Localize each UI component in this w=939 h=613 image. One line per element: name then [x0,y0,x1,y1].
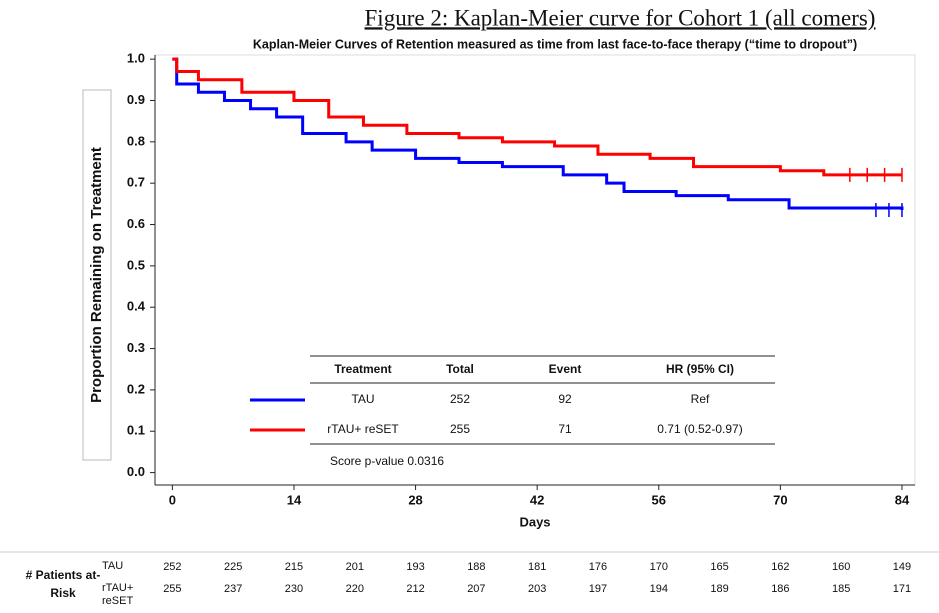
at-risk-count: 215 [285,561,303,573]
x-tick-label: 14 [287,492,302,507]
at-risk-count: 171 [893,583,911,595]
at-risk-count: 237 [224,583,242,595]
y-tick-label: 0.2 [127,381,145,396]
at-risk-count: 189 [710,583,728,595]
at-risk-label: # Patients at-Risk [25,568,101,600]
table-cell: 92 [558,392,572,406]
y-tick-label: 0.7 [127,175,145,190]
y-tick-label: 0.3 [127,340,145,355]
x-tick-label: 56 [652,492,666,507]
y-tick-label: 0.8 [127,133,145,148]
y-tick-label: 0.6 [127,216,145,231]
y-tick-label: 0.9 [127,92,145,107]
at-risk-count: 203 [528,583,546,595]
x-tick-label: 84 [895,492,910,507]
at-risk-count: 185 [832,583,850,595]
at-risk-row-label: rTAU+ reSET [102,582,134,607]
at-risk-count: 194 [650,583,668,595]
km-curve [172,57,902,177]
x-tick-label: 70 [773,492,787,507]
at-risk-count: 252 [163,561,181,573]
at-risk-count: 230 [285,583,303,595]
chart-title: Figure 2: Kaplan-Meier curve for Cohort … [365,5,876,30]
table-cell: 0.71 (0.52-0.97) [657,422,742,436]
x-tick-label: 28 [408,492,422,507]
at-risk-count: 255 [163,583,181,595]
table-cell: rTAU+ reSET [327,422,399,436]
table-cell: TAU [351,392,374,406]
at-risk-count: 170 [650,561,668,573]
y-tick-label: 0.0 [127,464,145,479]
at-risk-count: 225 [224,561,242,573]
y-tick-label: 1.0 [127,51,145,66]
at-risk-count: 181 [528,561,546,573]
at-risk-count: 197 [589,583,607,595]
x-tick-label: 42 [530,492,544,507]
x-tick-label: 0 [169,492,176,507]
at-risk-count: 212 [406,583,424,595]
at-risk-count: 201 [346,561,364,573]
table-cell: Ref [691,392,710,406]
y-tick-label: 0.5 [127,257,145,272]
table-header: Event [549,362,582,376]
at-risk-count: 149 [893,561,911,573]
table-header: HR (95% CI) [666,362,734,376]
table-cell: 71 [558,422,572,436]
plot-frame [154,54,916,486]
at-risk-count: 220 [346,583,364,595]
at-risk-count: 193 [406,561,424,573]
at-risk-count: 160 [832,561,850,573]
table-header: Total [446,362,474,376]
y-axis-label: Proportion Remaining on Treatment [88,147,105,403]
at-risk-count: 188 [467,561,485,573]
km-curve [172,57,904,211]
table-cell: 252 [450,392,470,406]
chart-subtitle: Kaplan-Meier Curves of Retention measure… [253,37,857,51]
at-risk-count: 165 [710,561,728,573]
p-value-note: Score p-value 0.0316 [330,454,444,468]
y-label-box [82,89,112,461]
at-risk-count: 186 [771,583,789,595]
y-tick-label: 0.4 [127,299,146,314]
table-cell: 255 [450,422,470,436]
at-risk-count: 162 [771,561,789,573]
table-header: Treatment [334,362,391,376]
at-risk-count: 176 [589,561,607,573]
x-axis-label: Days [519,514,550,529]
y-tick-label: 0.1 [127,423,145,438]
at-risk-row-label: TAU [102,560,124,572]
at-risk-count: 207 [467,583,485,595]
